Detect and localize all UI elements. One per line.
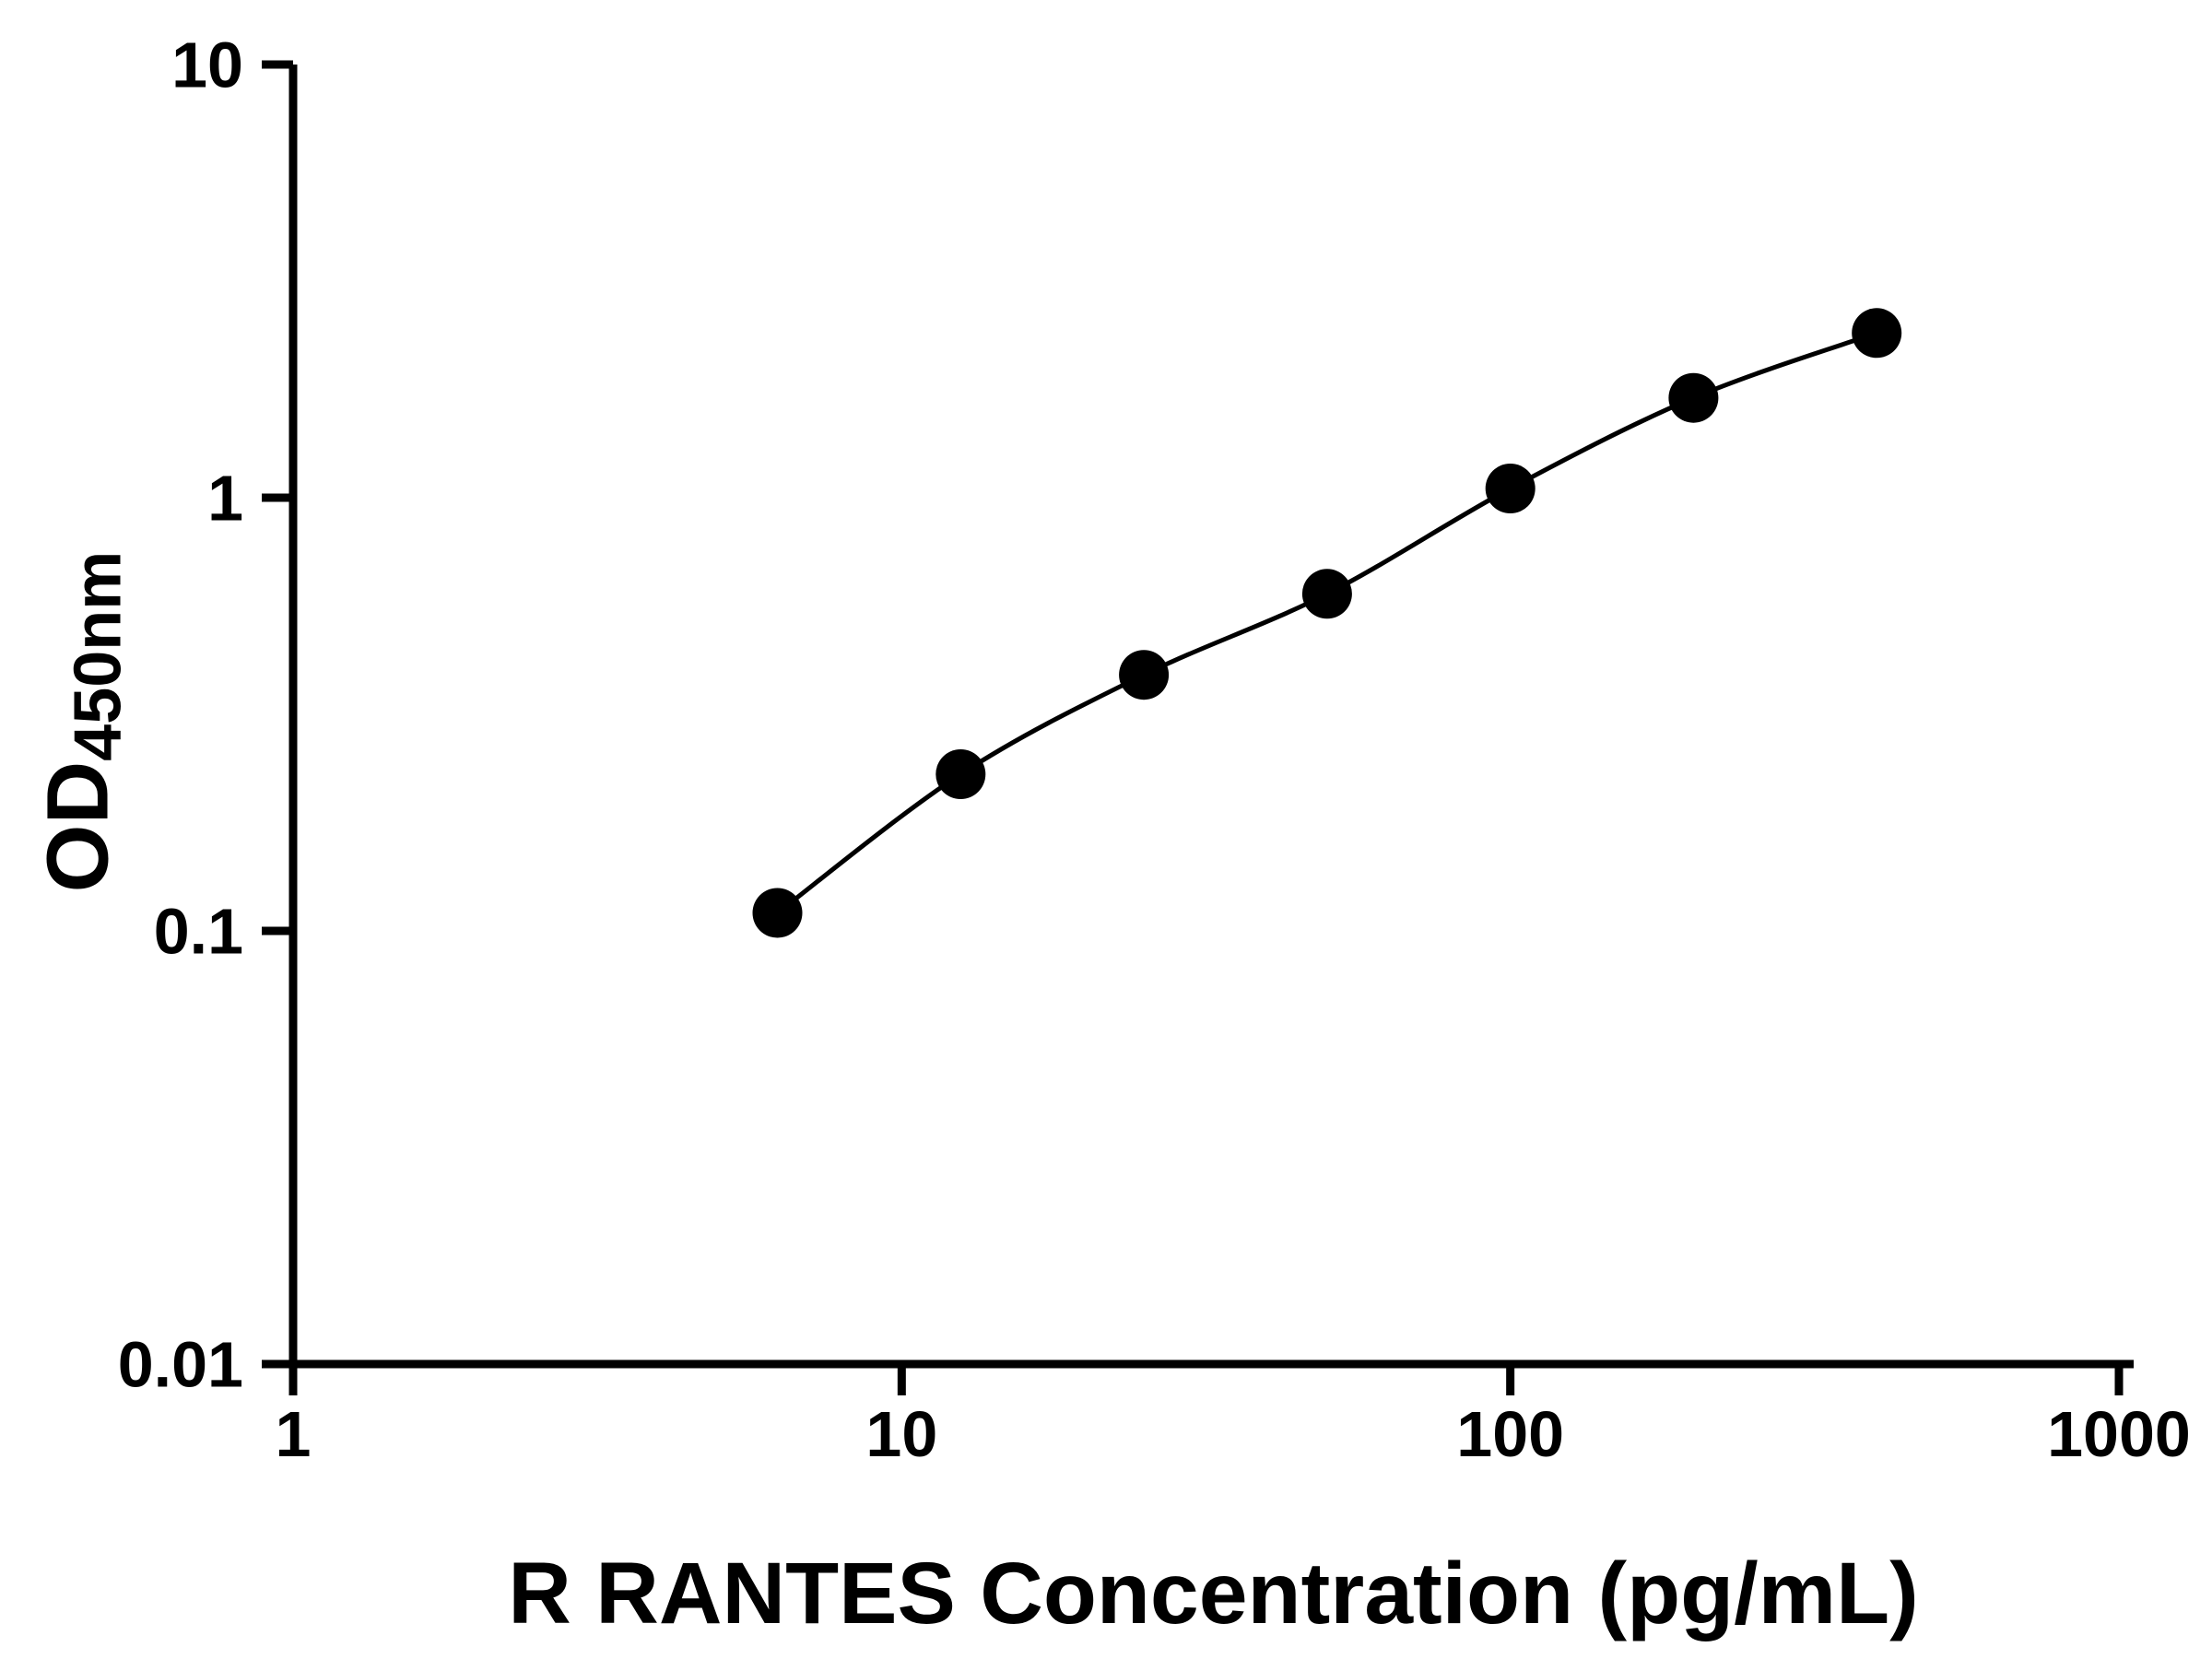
x-tick-label: 1000: [2047, 1398, 2191, 1470]
y-tick-label: 1: [207, 463, 243, 535]
x-tick-label: 10: [865, 1398, 937, 1470]
y-axis-title: OD450nm: [29, 551, 135, 893]
x-tick-label: 1: [276, 1398, 312, 1470]
data-point: [1119, 650, 1170, 700]
data-point: [1485, 464, 1535, 513]
data-point: [935, 749, 986, 799]
y-tick-label: 0.01: [118, 1329, 243, 1401]
y-axis-title-main: OD: [29, 760, 127, 893]
data-point: [1668, 372, 1719, 423]
data-point: [752, 888, 803, 938]
y-tick-label: 0.1: [154, 896, 243, 968]
x-axis-title: R RANTES Concentration (pg/mL): [508, 1545, 1919, 1642]
data-point: [1301, 569, 1352, 619]
fit-curve: [775, 330, 1878, 915]
x-tick-label: 100: [1456, 1398, 1564, 1470]
data-point: [1852, 308, 1902, 359]
y-axis-title-sub: 450nm: [61, 550, 135, 761]
y-tick-label: 10: [171, 29, 243, 101]
